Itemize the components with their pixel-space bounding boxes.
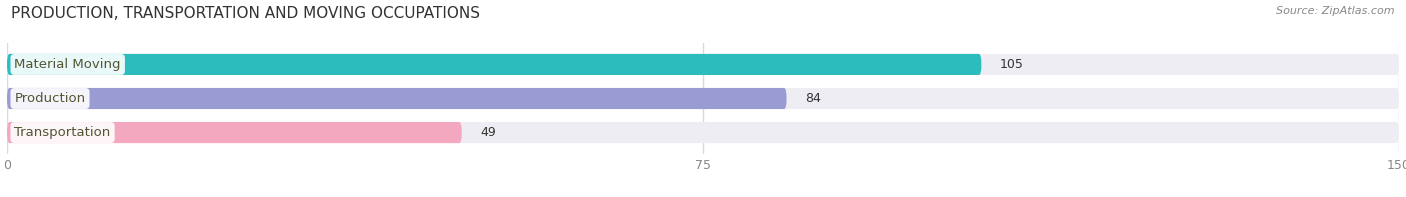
Text: Material Moving: Material Moving (14, 58, 121, 71)
FancyBboxPatch shape (7, 122, 461, 143)
FancyBboxPatch shape (7, 54, 981, 75)
FancyBboxPatch shape (7, 88, 1399, 109)
FancyBboxPatch shape (7, 122, 1399, 143)
Text: Production: Production (14, 92, 86, 105)
Text: Source: ZipAtlas.com: Source: ZipAtlas.com (1277, 6, 1395, 16)
Text: PRODUCTION, TRANSPORTATION AND MOVING OCCUPATIONS: PRODUCTION, TRANSPORTATION AND MOVING OC… (11, 6, 481, 21)
Text: 84: 84 (806, 92, 821, 105)
FancyBboxPatch shape (7, 54, 1399, 75)
Text: Transportation: Transportation (14, 126, 111, 139)
FancyBboxPatch shape (7, 88, 786, 109)
Text: 105: 105 (1000, 58, 1024, 71)
Text: 49: 49 (481, 126, 496, 139)
